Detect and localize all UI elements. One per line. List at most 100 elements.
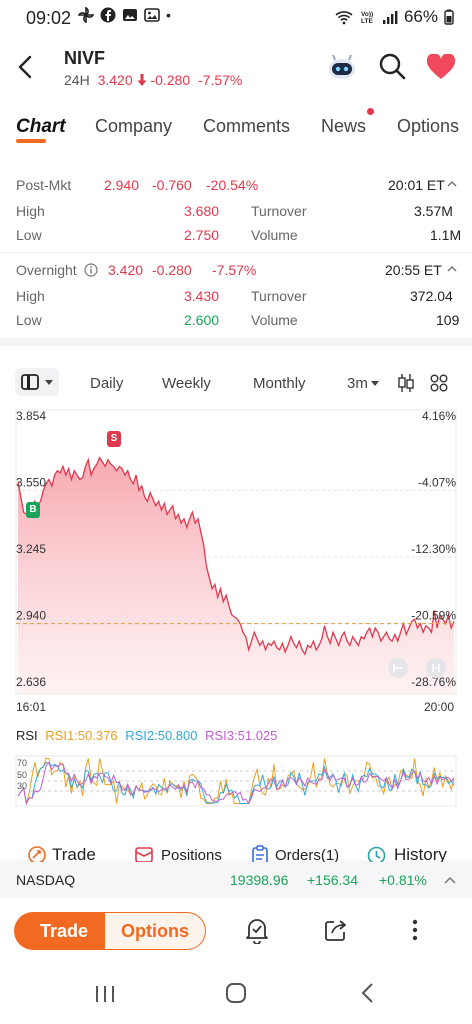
- stock-header: NIVF 24H 3.420 -0.280 -7.57%: [0, 36, 472, 106]
- history-action[interactable]: History: [394, 845, 447, 864]
- dropdown-caret-icon: [45, 380, 53, 385]
- header-price: 3.420: [97, 72, 133, 88]
- post-market-row[interactable]: Post-Mkt 2.940 -0.760 -20.54% 20:01 ET: [0, 173, 472, 197]
- svg-text:LTE: LTE: [361, 18, 373, 25]
- volume-label: Volume: [251, 227, 298, 243]
- overnight-change-pct: -7.57%: [212, 262, 257, 278]
- news-badge-dot: [367, 108, 374, 115]
- y-tick-right: -12.30%: [411, 542, 456, 556]
- tab-options[interactable]: Options: [397, 116, 460, 136]
- low-label: Low: [16, 227, 42, 243]
- recent-apps-icon[interactable]: [94, 984, 116, 1004]
- period-minutes-selector[interactable]: 3m: [347, 375, 368, 392]
- post-market-time: 20:01 ET: [388, 177, 445, 193]
- notification-icons: •: [78, 7, 171, 23]
- battery-icon: [444, 9, 454, 25]
- sell-marker[interactable]: S: [107, 431, 121, 447]
- price-chart[interactable]: 3.854 3.550 3.245 2.940 2.636 4.16% -4.07% -12…: [0, 404, 472, 716]
- volte-icon: Vo))LTE: [361, 11, 373, 25]
- tab-company[interactable]: Company: [95, 116, 173, 136]
- tab-comments[interactable]: Comments: [203, 116, 291, 136]
- y-tick-right: 4.16%: [422, 409, 456, 423]
- positions-action[interactable]: Positions: [161, 847, 222, 864]
- back-arrow-icon[interactable]: [12, 52, 40, 82]
- x-tick-end: 20:00: [424, 700, 455, 714]
- y-tick-left: 2.940: [16, 609, 46, 623]
- rsi-tick-70: 70: [17, 758, 27, 768]
- tab-chart[interactable]: Chart: [16, 116, 66, 137]
- post-market-high: 3.680: [184, 203, 220, 219]
- price-alert-bell-icon[interactable]: [244, 916, 270, 944]
- image-icon: [123, 9, 137, 21]
- search-icon[interactable]: [378, 52, 406, 80]
- expand-chevron-icon[interactable]: [444, 876, 456, 884]
- overnight-low: 2.600: [184, 312, 220, 328]
- overnight-time: 20:55 ET: [385, 262, 442, 278]
- collapse-chevron-icon[interactable]: [447, 265, 457, 273]
- y-tick-left: 3.245: [16, 542, 46, 556]
- collapse-chevron-icon[interactable]: [447, 180, 457, 188]
- post-market-change: -0.760: [152, 177, 192, 193]
- ai-assistant-icon[interactable]: [326, 52, 358, 82]
- orders-action[interactable]: Orders(1): [275, 847, 340, 864]
- share-icon[interactable]: [324, 918, 348, 942]
- x-tick-start: 16:01: [16, 700, 47, 714]
- rsi2-line: [17, 761, 455, 806]
- chart-zoom-button[interactable]: [388, 658, 408, 678]
- period-monthly[interactable]: Monthly: [253, 375, 306, 392]
- period-weekly[interactable]: Weekly: [162, 375, 211, 392]
- overnight-turnover: 372.04: [410, 288, 453, 304]
- chart-type-selector[interactable]: [15, 368, 59, 396]
- info-icon[interactable]: [84, 263, 98, 277]
- trade-actions-row: Trade Positions Orders(1) History: [0, 838, 472, 864]
- pinwheel-icon: [78, 7, 94, 23]
- rsi-frame: [15, 755, 457, 807]
- index-name: NASDAQ: [16, 872, 76, 888]
- header-change-pct: -7.57%: [198, 72, 243, 88]
- index-change-pct: +0.81%: [379, 872, 427, 888]
- rsi-tick-50: 50: [17, 770, 27, 780]
- chart-layout-icon: [21, 374, 39, 390]
- grid-view-icon[interactable]: [430, 374, 448, 392]
- session-label: 24H: [64, 72, 90, 88]
- index-ticker-bar[interactable]: NASDAQ 19398.96 +156.34 +0.81%: [0, 862, 472, 898]
- buy-marker[interactable]: B: [26, 502, 40, 518]
- post-market-turnover: 3.57M: [414, 203, 453, 219]
- status-bar: 09:02 • Vo)) LTE 66%: [0, 0, 472, 36]
- candlestick-icon[interactable]: [397, 373, 415, 393]
- system-back-icon[interactable]: [360, 982, 376, 1004]
- rsi3-value: RSI3:51.025: [205, 728, 278, 743]
- overnight-high: 3.430: [184, 288, 220, 304]
- post-market-price: 2.940: [104, 177, 140, 193]
- tab-news[interactable]: News: [321, 116, 367, 136]
- bottom-action-bar: Trade Options: [0, 898, 472, 968]
- overnight-row[interactable]: Overnight 3.420 -0.280 -7.57% 20:55 ET: [0, 258, 472, 282]
- period-daily[interactable]: Daily: [90, 375, 124, 392]
- trade-action[interactable]: Trade: [52, 845, 96, 864]
- rsi-legend[interactable]: RSI RSI1:50.376 RSI2:50.800 RSI3:51.025: [16, 728, 277, 743]
- down-arrow-icon: [137, 74, 147, 86]
- chart-reset-button[interactable]: [426, 658, 446, 678]
- favorite-heart-icon[interactable]: [426, 54, 456, 80]
- more-options-icon[interactable]: [411, 918, 419, 942]
- low-label: Low: [16, 312, 42, 328]
- volume-label: Volume: [251, 312, 298, 328]
- overnight-change: -0.280: [152, 262, 192, 278]
- post-market-change-pct: -20.54%: [206, 177, 259, 193]
- turnover-label: Turnover: [251, 203, 307, 219]
- dropdown-caret-icon: [371, 381, 379, 386]
- overnight-price: 3.420: [108, 262, 144, 278]
- price-chart-svg: 3.854 3.550 3.245 2.940 2.636 4.16% -4.07% -12…: [15, 409, 457, 695]
- home-icon[interactable]: [225, 982, 247, 1004]
- gallery-icon: [144, 8, 160, 22]
- y-tick-right: -28.76%: [411, 675, 456, 689]
- options-button[interactable]: Options: [104, 912, 206, 950]
- trade-button[interactable]: Trade: [14, 912, 114, 950]
- system-navigation-bar: [0, 968, 472, 1024]
- rsi-chart[interactable]: 70 50 30: [0, 752, 472, 812]
- active-tab-indicator: [16, 139, 46, 143]
- rsi2-value: RSI2:50.800: [125, 728, 198, 743]
- y-tick-left: 3.854: [16, 409, 46, 423]
- index-value: 19398.96: [230, 872, 289, 888]
- wifi-icon: [335, 11, 353, 25]
